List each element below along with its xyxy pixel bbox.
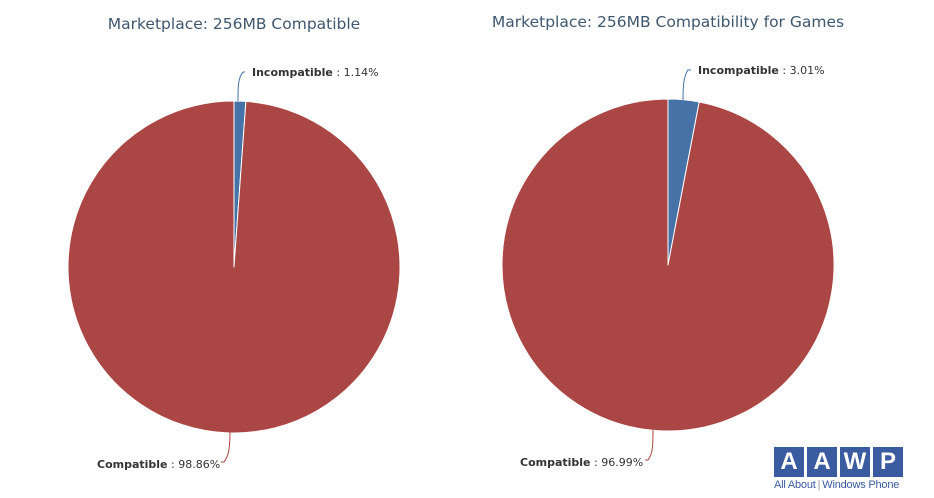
chart-1-slice-compatible[interactable] xyxy=(67,100,401,434)
chart-2-incompatible-label: Incompatible : 3.01% xyxy=(698,64,825,77)
logo-letters: A A W P xyxy=(774,447,904,477)
chart-2-incompatible-value: 3.01% xyxy=(790,64,825,77)
logo-letter-p: P xyxy=(873,447,903,477)
aawp-logo: A A W P All About | Windows Phone xyxy=(774,447,904,493)
logo-letter-w: W xyxy=(840,447,870,477)
logo-letter-a2: A xyxy=(807,447,837,477)
chart-2-compatible-value: 96.99% xyxy=(601,456,643,469)
chart-1-compatible-name: Compatible xyxy=(97,458,168,471)
chart-2-title: Marketplace: 256MB Compatibility for Gam… xyxy=(492,13,844,31)
logo-separator: | xyxy=(817,479,821,491)
logo-tagline: All About | Windows Phone xyxy=(774,479,904,491)
chart-2-compatible-connector xyxy=(645,429,654,461)
chart-2-slice-compatible[interactable] xyxy=(501,98,835,432)
chart-1-compatible-value: 98.86% xyxy=(178,458,220,471)
chart-1-incompatible-label: Incompatible : 1.14% xyxy=(252,66,379,79)
chart-2-compatible-label: Compatible : 96.99% xyxy=(520,456,643,469)
pie-chart-1: Marketplace: 256MB Compatible Incompatib… xyxy=(67,15,401,471)
chart-2-compatible-name: Compatible xyxy=(520,456,591,469)
pie-2-slices xyxy=(501,98,835,432)
pie-1-slices xyxy=(67,100,401,434)
chart-1-incompatible-connector xyxy=(237,71,245,102)
logo-tagline-right: Windows Phone xyxy=(822,479,900,491)
chart-1-incompatible-name: Incompatible xyxy=(252,66,333,79)
chart-1-compatible-connector xyxy=(221,431,231,463)
chart-1-title: Marketplace: 256MB Compatible xyxy=(108,15,360,33)
chart-2-incompatible-name: Incompatible xyxy=(698,64,779,77)
logo-tagline-left: All About xyxy=(774,479,816,491)
chart-2-incompatible-connector xyxy=(682,69,691,101)
chart-1-incompatible-value: 1.14% xyxy=(344,66,379,79)
pie-chart-2: Marketplace: 256MB Compatibility for Gam… xyxy=(492,13,844,469)
logo-letter-a1: A xyxy=(774,447,804,477)
chart-1-compatible-label: Compatible : 98.86% xyxy=(97,458,220,471)
